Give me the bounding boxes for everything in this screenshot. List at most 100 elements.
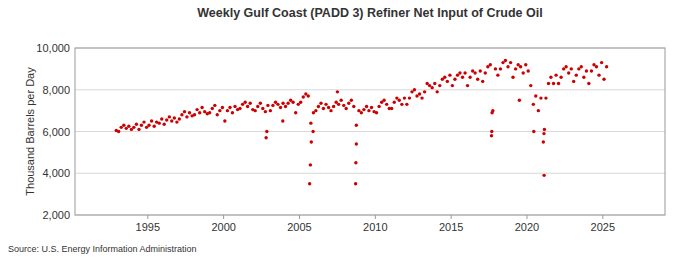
x-tick — [223, 215, 224, 219]
point — [587, 82, 590, 85]
point — [350, 98, 353, 101]
background — [0, 0, 675, 275]
point — [269, 109, 272, 112]
y-axis-label: Thousand Barrels per Day — [24, 67, 36, 196]
x-tick-label: 2025 — [591, 221, 615, 233]
point — [526, 69, 529, 72]
point — [266, 104, 269, 107]
grid-line — [75, 131, 665, 132]
x-tick-label: 2000 — [211, 221, 235, 233]
point — [519, 65, 522, 68]
point — [549, 76, 552, 79]
point — [542, 174, 545, 177]
point — [518, 98, 521, 101]
title: Weekly Gulf Coast (PADD 3) Refiner Net I… — [197, 6, 542, 20]
point — [547, 82, 550, 85]
point — [393, 101, 396, 104]
point — [537, 109, 540, 112]
point — [382, 98, 385, 101]
point — [276, 103, 279, 106]
point — [183, 110, 186, 113]
point — [490, 134, 493, 137]
point — [317, 105, 320, 108]
point — [489, 63, 492, 66]
point — [261, 107, 264, 110]
point — [458, 71, 461, 74]
point — [231, 111, 234, 114]
x-tick-label: 2005 — [287, 221, 311, 233]
point — [572, 80, 575, 83]
point — [544, 96, 547, 99]
point — [529, 84, 532, 87]
point — [178, 117, 181, 120]
point — [423, 90, 426, 93]
point — [307, 94, 310, 97]
point — [466, 84, 469, 87]
point — [226, 109, 229, 112]
point — [265, 130, 268, 133]
x-tick-label: 1995 — [136, 221, 160, 233]
point — [354, 182, 357, 185]
point — [365, 105, 368, 108]
point — [173, 116, 176, 119]
point — [524, 63, 527, 66]
point — [344, 107, 347, 110]
point — [552, 82, 555, 85]
point — [311, 130, 314, 133]
point — [602, 78, 605, 81]
point — [355, 124, 358, 127]
point — [162, 122, 165, 125]
point — [200, 106, 203, 109]
point — [473, 71, 476, 74]
point — [575, 73, 578, 76]
point — [496, 73, 499, 76]
point — [476, 78, 479, 81]
point — [418, 92, 421, 95]
point — [554, 73, 557, 76]
x-tick — [451, 215, 452, 219]
point — [208, 111, 211, 114]
point — [347, 102, 350, 105]
point — [198, 111, 201, 114]
grid-line — [75, 89, 665, 90]
point — [398, 98, 401, 101]
point — [271, 104, 274, 107]
point — [185, 115, 188, 118]
x-tick-label: 2010 — [363, 221, 387, 233]
point — [557, 82, 560, 85]
point — [256, 105, 259, 108]
point — [509, 61, 512, 64]
point — [597, 73, 600, 76]
point — [570, 67, 573, 70]
point — [605, 65, 608, 68]
point — [390, 107, 393, 110]
point — [585, 69, 588, 72]
point — [336, 90, 339, 93]
point — [137, 128, 140, 131]
point — [327, 106, 330, 109]
point — [370, 106, 373, 109]
point — [532, 103, 535, 106]
point — [413, 88, 416, 91]
point — [150, 119, 153, 122]
point — [453, 78, 456, 81]
point — [590, 69, 593, 72]
point — [595, 65, 598, 68]
y-tick-label: 2,000 — [42, 209, 70, 221]
point — [405, 103, 408, 106]
point — [490, 130, 493, 133]
point — [446, 80, 449, 83]
point — [420, 96, 423, 99]
point — [504, 59, 507, 62]
point — [430, 86, 433, 89]
point — [352, 105, 355, 108]
point — [308, 182, 311, 185]
point — [310, 140, 313, 143]
point — [294, 111, 297, 114]
point — [511, 76, 514, 79]
point — [264, 110, 267, 113]
point — [543, 128, 546, 131]
point — [127, 125, 130, 128]
point — [279, 106, 282, 109]
y-tick-label: 6,000 — [42, 126, 70, 138]
